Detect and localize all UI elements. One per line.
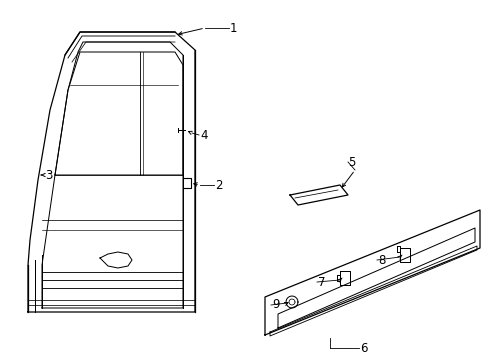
Text: 2: 2 — [215, 179, 222, 192]
Text: 3: 3 — [45, 168, 52, 181]
Text: 4: 4 — [200, 129, 207, 141]
Text: 1: 1 — [229, 22, 237, 35]
Text: 7: 7 — [317, 275, 325, 288]
Text: 8: 8 — [377, 253, 385, 266]
Text: 6: 6 — [359, 342, 367, 355]
Text: 9: 9 — [271, 298, 279, 311]
Text: 5: 5 — [347, 156, 355, 168]
